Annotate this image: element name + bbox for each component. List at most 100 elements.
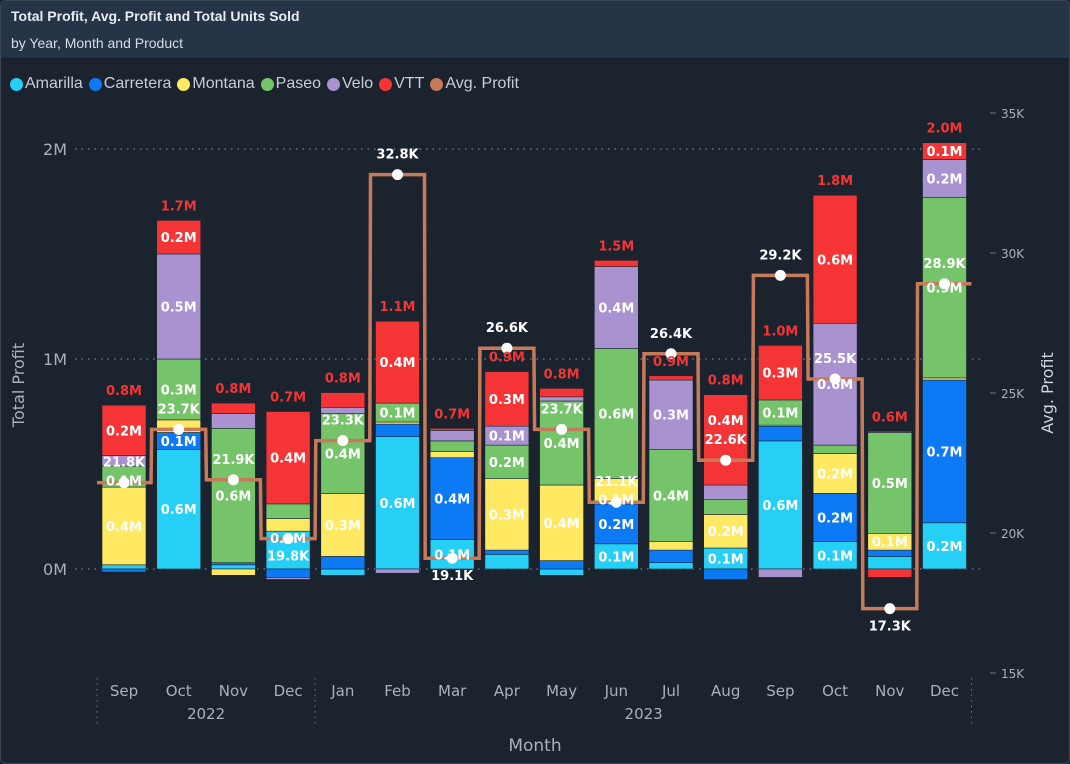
bar-segment-montana <box>429 451 475 458</box>
segment-data-label: 0.6M <box>161 503 197 518</box>
segment-data-label: 0.6M <box>380 497 416 512</box>
total-data-label: 1.1M <box>380 300 416 315</box>
bar-segment-vtt <box>703 394 749 486</box>
avg-profit-data-label: 21.9K <box>212 453 255 468</box>
segment-data-label: 0.5M <box>161 301 197 316</box>
bar-segment-paseo <box>320 413 366 494</box>
avg-profit-data-label: 29.2K <box>759 248 802 263</box>
avg-profit-data-label: 19.8K <box>267 550 310 565</box>
avg-profit-data-label: 26.4K <box>650 327 693 342</box>
legend-item-velo[interactable]: Velo <box>327 75 373 93</box>
bar-segment-paseo <box>484 444 530 480</box>
segment-data-label: 0.1M <box>380 407 416 422</box>
segment-data-label: 0.2M <box>598 518 634 533</box>
segment-data-label: 0.2M <box>927 540 963 555</box>
bar-segment-montana <box>648 541 694 551</box>
legend-item-carretera[interactable]: Carretera <box>88 75 171 93</box>
bar-segment-paseo <box>648 448 694 542</box>
segment-data-label: 0.4M <box>380 356 416 371</box>
segment-data-label: 0.1M <box>762 407 798 422</box>
bar-segment-vtt <box>539 388 584 398</box>
legend-item-vtt[interactable]: VTT <box>379 75 424 93</box>
bar-segment-paseo <box>211 427 256 563</box>
legend-item-paseo[interactable]: Paseo <box>260 75 322 93</box>
bar-segment-carretera <box>922 379 967 524</box>
bar-segment-paseo <box>593 348 639 479</box>
x-tick-label: Jun <box>604 682 628 700</box>
legend-marker-icon <box>430 77 444 91</box>
total-data-label: 0.9M <box>653 355 689 370</box>
bar-segment-montana <box>703 514 749 549</box>
avg-profit-point <box>665 348 677 360</box>
avg-profit-point <box>556 423 568 435</box>
legend-marker-icon <box>177 77 191 91</box>
segment-data-label: 0.1M <box>489 430 525 445</box>
bar-segment-amarilla <box>922 522 967 570</box>
segment-data-label: 0.2M <box>817 467 853 482</box>
x-tick-label: Nov <box>875 682 904 700</box>
bar-segment-carretera <box>320 556 366 570</box>
segment-data-label: 0.2M <box>927 172 963 187</box>
avg-profit-data-label: 28.9K <box>923 257 966 272</box>
bar-segment-vtt <box>648 375 694 381</box>
bar-segment-velo <box>429 430 475 442</box>
y2-tick-label: 30K <box>1001 247 1025 261</box>
avg-profit-point <box>227 474 239 486</box>
legend-label: VTT <box>394 75 425 92</box>
x-tick-label: Nov <box>219 682 248 700</box>
segment-data-label: 0.4M <box>270 452 306 467</box>
bar-segment-amarilla <box>648 562 694 570</box>
bar-segment-amarilla <box>320 568 366 576</box>
segment-data-label: 0.3M <box>161 383 197 398</box>
segment-data-label: 0.6M <box>817 378 853 393</box>
y-tick-label: 0M <box>43 560 67 579</box>
segment-data-label: 0.3M <box>325 519 361 534</box>
bar-segment-vtt <box>429 427 475 431</box>
segment-data-label: 0.1M <box>161 435 197 450</box>
bar-segment-carretera <box>593 503 639 545</box>
legend-marker-icon <box>10 77 23 91</box>
avg-profit-point <box>939 278 950 290</box>
legend-item-amarilla[interactable]: Amarilla <box>10 75 83 93</box>
legend-item-avg-profit[interactable]: Avg. Profit <box>430 75 519 93</box>
bar-segment-carretera <box>648 549 694 563</box>
avg-profit-data-label: 21.1K <box>595 475 638 490</box>
bar-segment-paseo <box>429 440 475 452</box>
segment-data-label: 0.1M <box>708 553 744 568</box>
segment-data-label: 0.1M <box>106 475 142 490</box>
bar-segment-carretera <box>758 425 803 442</box>
x-tick-label: Oct <box>166 682 192 700</box>
legend-item-montana[interactable]: Montana <box>177 75 255 93</box>
segment-data-label: 0.3M <box>653 409 689 424</box>
bar-segment-vtt <box>593 259 639 267</box>
segment-data-label: 0.2M <box>489 456 525 471</box>
bar-segment-montana <box>211 568 256 576</box>
total-data-label: 0.8M <box>325 372 361 387</box>
avg-profit-data-label: 17.3K <box>869 620 912 635</box>
bar-segment-vtt <box>320 392 366 408</box>
bar-segment-carretera <box>211 562 256 566</box>
x-tick-label: Dec <box>930 682 959 700</box>
total-data-label: 0.8M <box>106 384 142 399</box>
segment-data-label: 0.4M <box>544 517 580 532</box>
avg-profit-point <box>392 169 403 181</box>
bar-segment-velo <box>156 253 201 360</box>
avg-profit-point <box>610 496 622 508</box>
total-data-label: 0.6M <box>872 410 908 425</box>
avg-profit-data-label: 23.7K <box>541 402 584 417</box>
total-data-label: 0.8M <box>708 374 744 389</box>
total-data-label: 0.8M <box>215 382 251 397</box>
bar-segment-vtt <box>211 402 256 414</box>
bar-segment-carretera <box>867 549 913 557</box>
segment-data-label: 0.1M <box>598 550 634 565</box>
bar-segment-velo <box>703 484 749 500</box>
y-tick-label: 1M <box>43 350 67 369</box>
total-data-label: 0.9M <box>489 351 525 366</box>
segment-data-label: 0.1M <box>927 145 963 160</box>
legend-label: Paseo <box>275 75 322 92</box>
total-data-label: 0.7M <box>270 391 306 406</box>
bar-segment-montana <box>320 493 366 557</box>
segment-data-label: 0.4M <box>544 437 580 452</box>
bar-segment-velo <box>593 266 639 349</box>
segment-data-label: 0.4M <box>653 490 689 505</box>
